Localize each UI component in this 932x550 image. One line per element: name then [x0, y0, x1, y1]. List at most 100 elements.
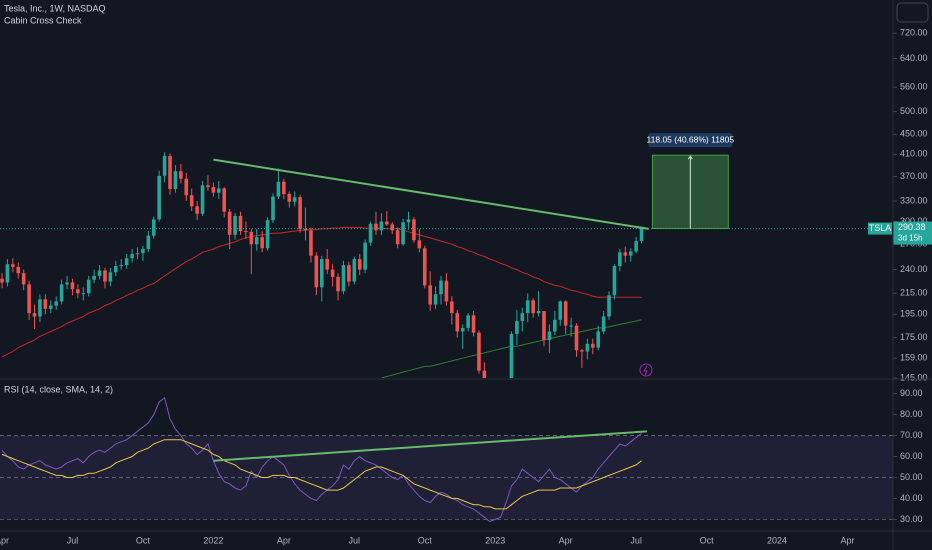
candle-body	[482, 370, 487, 378]
candle-body	[314, 255, 319, 288]
candle-body	[395, 230, 400, 245]
candle-body	[5, 264, 10, 283]
y-tick-label: 640.00	[900, 53, 928, 63]
candle-body	[292, 197, 297, 202]
candle-body	[38, 299, 42, 317]
rsi-pane	[0, 396, 893, 523]
candle-body	[612, 266, 617, 296]
indicator-name: Cabin Cross Check	[4, 15, 82, 25]
symbol-badge	[868, 222, 892, 235]
countdown-label: 3d 15h	[898, 234, 922, 243]
candle-body	[81, 293, 86, 295]
candle-body	[433, 294, 438, 305]
y-tick-label: 450.00	[900, 129, 928, 139]
candle-body	[211, 187, 216, 193]
candle-body	[639, 228, 644, 242]
candle-body	[325, 259, 329, 270]
x-tick-label: Oct	[418, 535, 433, 545]
candle-body	[162, 155, 167, 176]
event-icon-bolt	[643, 365, 648, 376]
candle-body	[43, 299, 48, 309]
y-tick-label: 330.00	[900, 195, 928, 205]
candle-body	[103, 270, 107, 282]
trend-line	[213, 158, 649, 230]
trend-line	[213, 430, 648, 462]
candle-body	[363, 242, 367, 270]
candle-body	[553, 319, 557, 332]
candle-body	[385, 221, 389, 225]
candle-body	[21, 273, 26, 285]
candle-body	[119, 265, 124, 267]
candle-body	[607, 295, 611, 317]
candle-body	[357, 259, 362, 270]
position-label-box	[648, 133, 733, 148]
candle-body	[54, 301, 58, 306]
x-tick-label: Apr	[0, 535, 9, 545]
y-tick-label: 560.00	[900, 82, 928, 92]
candle-body	[287, 193, 292, 202]
candle-body	[233, 215, 237, 235]
settings-button[interactable]	[896, 2, 929, 23]
candle-body	[86, 279, 91, 294]
candle-body	[244, 231, 248, 233]
price-pane: 118.05 (40.68%) 11805	[0, 133, 893, 378]
y-tick-label: 60.00	[900, 451, 923, 461]
candle-body	[173, 171, 178, 189]
axes: 720.00 640.00 560.00 500.00 450.00 410.00 370.…	[0, 28, 932, 545]
candle-body	[59, 284, 64, 302]
candle-body	[336, 276, 340, 292]
candle-body	[525, 300, 530, 314]
candle-body	[227, 211, 232, 235]
candle-body	[222, 188, 227, 212]
y-tick-label: 80.00	[900, 409, 923, 419]
candle-body	[179, 171, 183, 179]
candle-body	[471, 315, 476, 333]
candle-body	[16, 266, 21, 274]
candle-body	[27, 284, 31, 314]
candle-body	[477, 332, 481, 371]
candle-body	[70, 282, 75, 290]
candle-body	[97, 270, 102, 276]
candle-body	[542, 310, 546, 341]
candle-body	[157, 175, 161, 220]
candle-body	[596, 331, 600, 348]
candle-body	[206, 185, 210, 188]
x-tick-label: Oct	[136, 535, 151, 545]
candle-body	[195, 206, 199, 214]
y-tick-label: 50.00	[900, 472, 923, 482]
candle-body	[379, 221, 384, 231]
candle-body	[547, 331, 552, 341]
y-tick-label: 410.00	[900, 149, 928, 159]
candle-body	[200, 185, 205, 214]
y-tick-label: 40.00	[900, 493, 923, 503]
candle-body	[265, 220, 270, 249]
candle-body	[135, 253, 140, 255]
candle-body	[417, 240, 422, 249]
position-label: 118.05 (40.68%) 11805	[647, 134, 735, 144]
candle-body	[309, 230, 313, 256]
candle-body	[130, 254, 134, 259]
candle-body	[439, 280, 443, 295]
x-tick-label: Apr	[559, 535, 573, 545]
candle-body	[92, 275, 96, 280]
event-icon[interactable]	[639, 363, 653, 377]
last-price-label: 290.38	[898, 222, 926, 232]
y-tick-label: 70.00	[900, 430, 923, 440]
candle-body	[65, 282, 69, 285]
candle-body	[628, 251, 633, 256]
last-price-badge	[893, 221, 932, 245]
candle-body	[406, 219, 411, 223]
candle-body	[466, 315, 470, 328]
y-tick-label: 30.00	[900, 514, 923, 524]
candle-body	[569, 325, 573, 327]
candle-body	[184, 178, 189, 196]
candle-body	[574, 325, 579, 351]
candle-body	[585, 343, 590, 352]
candle-body	[412, 219, 416, 241]
y-tick-label: 90.00	[900, 388, 923, 398]
rsi-line	[1, 396, 642, 523]
candle-body	[168, 155, 172, 189]
candle-body	[108, 272, 113, 282]
